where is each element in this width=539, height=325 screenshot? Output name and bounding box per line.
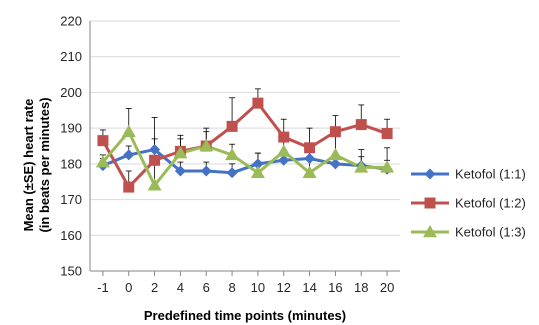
y-tick-label: 170	[60, 192, 82, 207]
series-3-point	[354, 160, 369, 173]
series-2-point	[123, 181, 135, 193]
x-tick-label: 2	[151, 280, 158, 295]
series-2-point	[97, 135, 109, 147]
series-2-point	[381, 128, 393, 139]
x-tick-label: 16	[328, 280, 342, 295]
y-tick-label: 180	[60, 156, 82, 171]
y-axis-title-line1: Mean (±SE) heart rate	[21, 99, 36, 232]
y-tick-label: 210	[60, 49, 82, 64]
x-axis-title: Predefined time points (minutes)	[144, 308, 346, 323]
y-tick-label: 220	[60, 14, 82, 29]
x-tick-label: 20	[380, 280, 394, 295]
series-1-point	[304, 153, 316, 164]
x-tick-label: 14	[302, 280, 316, 295]
series-3-point	[250, 165, 265, 179]
series-1-point	[200, 165, 212, 177]
x-tick-label: 8	[228, 280, 235, 295]
axes	[89, 21, 400, 276]
series-2-point	[355, 119, 367, 131]
x-tick-labels: -1 0 2 4 6 8 10 12 14 16 18 20	[97, 280, 394, 295]
y-axis-title-line2: (in beats per minutes)	[37, 97, 52, 232]
series-1-point	[226, 167, 238, 179]
series-3-point	[380, 160, 395, 173]
y-tick-label: 160	[60, 228, 82, 243]
x-tick-label: 18	[354, 280, 368, 295]
y-tick-labels: 150 160 170 180 190 200 210 220	[60, 14, 82, 279]
series-2-point	[329, 126, 341, 138]
legend: Ketofol (1:1) Ketofol (1:2) Ketofol (1:3)	[411, 167, 526, 240]
series-2-point	[149, 154, 161, 166]
series-3-point	[147, 178, 162, 191]
y-tick-label: 150	[60, 264, 82, 279]
legend-item-3-marker	[423, 225, 437, 238]
x-tick-label: 6	[203, 280, 210, 295]
x-tick-label: 0	[125, 280, 132, 295]
series-3-point	[328, 147, 343, 161]
series-3-point	[302, 165, 317, 179]
series-3-point	[225, 147, 240, 161]
series-3-point	[173, 146, 188, 159]
x-tick-label: 12	[277, 280, 291, 295]
series-2-point	[278, 131, 290, 143]
series-3-point	[121, 124, 136, 137]
x-tick-label: -1	[97, 280, 109, 295]
series-3-point	[95, 155, 110, 168]
series-1-point	[278, 154, 290, 166]
series-1-point	[123, 149, 135, 161]
series-1-point	[329, 158, 341, 170]
series-1-point	[149, 144, 161, 156]
legend-item-1-label: Ketofol (1:1)	[455, 167, 526, 182]
series-3-point	[199, 139, 214, 152]
y-tick-label: 190	[60, 121, 82, 136]
series-1-point	[252, 158, 264, 170]
y-tick-label: 200	[60, 85, 82, 100]
series-2-point	[304, 142, 316, 154]
series-3-point	[276, 144, 291, 157]
legend-item-2-marker	[424, 197, 436, 209]
y-axis-title: Mean (±SE) heart rate (in beats per minu…	[21, 97, 52, 232]
series-2-point	[252, 97, 264, 109]
legend-item-1-marker	[424, 168, 436, 180]
x-tick-label: 10	[251, 280, 265, 295]
legend-item-3-label: Ketofol (1:3)	[455, 225, 526, 240]
series-2-point	[226, 120, 238, 132]
x-tick-label: 4	[177, 280, 184, 295]
legend-item-2-label: Ketofol (1:2)	[455, 196, 526, 211]
series-markers	[95, 97, 395, 193]
series-1-point	[174, 165, 186, 177]
